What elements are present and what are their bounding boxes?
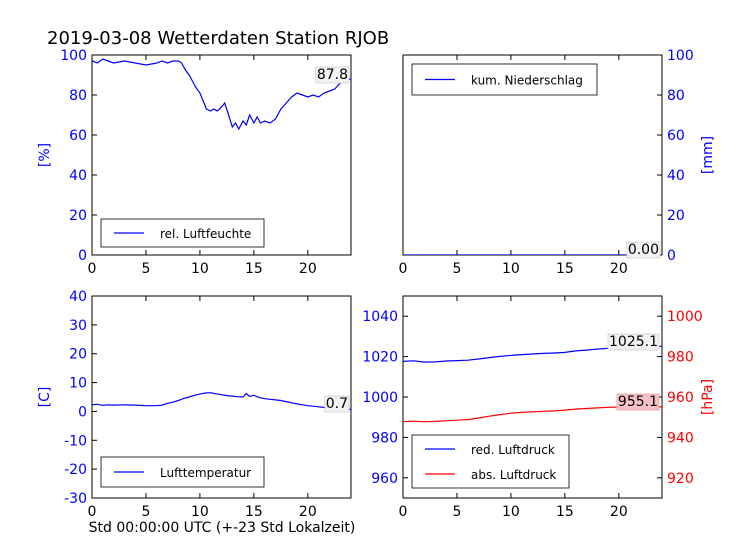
readout-box xyxy=(315,66,350,84)
x-tick-label: 15 xyxy=(245,504,263,520)
value-readout-right: 955.1 xyxy=(618,394,658,410)
y-tick-label: 980 xyxy=(371,430,398,446)
y-tick-label: 920 xyxy=(667,471,694,487)
y-tick-label: 1000 xyxy=(667,309,703,325)
x-tick-label: 5 xyxy=(141,504,150,520)
x-tick-label: 5 xyxy=(452,504,461,520)
x-tick-label: 0 xyxy=(399,261,408,277)
panel-temperature: 0 5 10 15 20 -30 -20 -10 0 10 20 30 40 [C] Lufttempera… xyxy=(37,289,352,520)
x-tick-label: 15 xyxy=(556,261,574,277)
legend-entry: red. Luftdruck xyxy=(471,443,555,457)
y-tick-label: 20 xyxy=(69,208,87,224)
y-tick-label: 20 xyxy=(69,347,87,363)
x-tick-label: 20 xyxy=(610,504,628,520)
y-tick-label: 100 xyxy=(667,48,694,64)
value-readout: 87.8 xyxy=(317,67,348,83)
y-tick-label: 60 xyxy=(667,128,685,144)
y-tick-label: 60 xyxy=(69,128,87,144)
x-tick-label: 5 xyxy=(452,261,461,277)
y-tick-label: 10 xyxy=(69,376,87,392)
legend-entry: Lufttemperatur xyxy=(160,466,251,480)
chart-title: 2019-03-08 Wetterdaten Station RJOB xyxy=(47,28,389,49)
readout-box xyxy=(626,241,661,259)
value-readout: 1025.1 xyxy=(609,334,658,350)
y-tick-label: 1040 xyxy=(362,309,398,325)
y-tick-label: 0 xyxy=(78,248,87,264)
y-tick-label: 80 xyxy=(69,88,87,104)
legend-box xyxy=(411,434,570,489)
y-tick-label: -10 xyxy=(64,433,87,449)
x-axis-label: Std 00:00:00 UTC (+-23 Std Lokalzeit) xyxy=(89,520,356,536)
y-tick-label: 940 xyxy=(667,430,694,446)
y-tick-label: 100 xyxy=(60,48,87,64)
x-tick-label: 10 xyxy=(191,504,209,520)
series-line-lufttemperatur xyxy=(92,392,351,410)
y-tick-label: 40 xyxy=(667,168,685,184)
y-tick-label: 1000 xyxy=(362,390,398,406)
value-readout: 0.00 xyxy=(628,242,659,258)
y-tick-label: 80 xyxy=(667,88,685,104)
readout-box xyxy=(607,333,660,351)
x-tick-label: 10 xyxy=(502,504,520,520)
readout-box-right xyxy=(616,393,660,411)
y-axis-label: [mm] xyxy=(700,136,716,174)
y-axis-label: [%] xyxy=(37,143,53,167)
y-tick-label: 30 xyxy=(69,318,87,334)
x-tick-label: 20 xyxy=(610,261,628,277)
x-tick-label: 0 xyxy=(88,504,97,520)
x-tick-label: 5 xyxy=(141,261,150,277)
y-tick-label: 1020 xyxy=(362,350,398,366)
x-tick-label: 10 xyxy=(191,261,209,277)
series-line-rel-luftfeuchte xyxy=(92,58,351,131)
y-tick-label: 20 xyxy=(667,208,685,224)
legend-entry: abs. Luftdruck xyxy=(471,468,556,482)
y-tick-label: 40 xyxy=(69,289,87,305)
x-tick-label: 0 xyxy=(399,504,408,520)
y-tick-label: 960 xyxy=(371,471,398,487)
x-tick-label: 15 xyxy=(245,261,263,277)
x-tick-label: 20 xyxy=(299,261,317,277)
x-tick-label: 10 xyxy=(502,261,520,277)
y-tick-label: 0 xyxy=(78,404,87,420)
y-tick-label: 40 xyxy=(69,168,87,184)
y-tick-label: 0 xyxy=(667,248,676,264)
x-tick-label: 15 xyxy=(556,504,574,520)
y-axis-label: [hPa] xyxy=(700,379,716,415)
panel-precipitation: 0 5 10 15 20 0 20 40 60 80 100 [mm] kum. Niederschla… xyxy=(399,48,716,277)
legend-entry: kum. Niederschlag xyxy=(471,74,583,88)
value-readout: 0.7 xyxy=(326,396,348,412)
panel-pressure: 0 5 10 15 20 960 980 1000 1020 1040 920 940 960 980 10… xyxy=(362,295,716,520)
readout-box xyxy=(324,395,350,413)
legend-entry: rel. Luftfeuchte xyxy=(160,227,251,241)
y-tick-label: -30 xyxy=(64,491,87,507)
x-tick-label: 0 xyxy=(88,261,97,277)
y-tick-label: 960 xyxy=(667,390,694,406)
panel-humidity: 0 5 10 15 20 0 20 40 60 80 100 [%] rel. Luftfeuchte 8… xyxy=(37,48,352,277)
y-tick-label: 980 xyxy=(667,350,694,366)
x-tick-label: 20 xyxy=(299,504,317,520)
y-axis-label: [C] xyxy=(37,387,53,408)
y-tick-label: -20 xyxy=(64,462,87,478)
